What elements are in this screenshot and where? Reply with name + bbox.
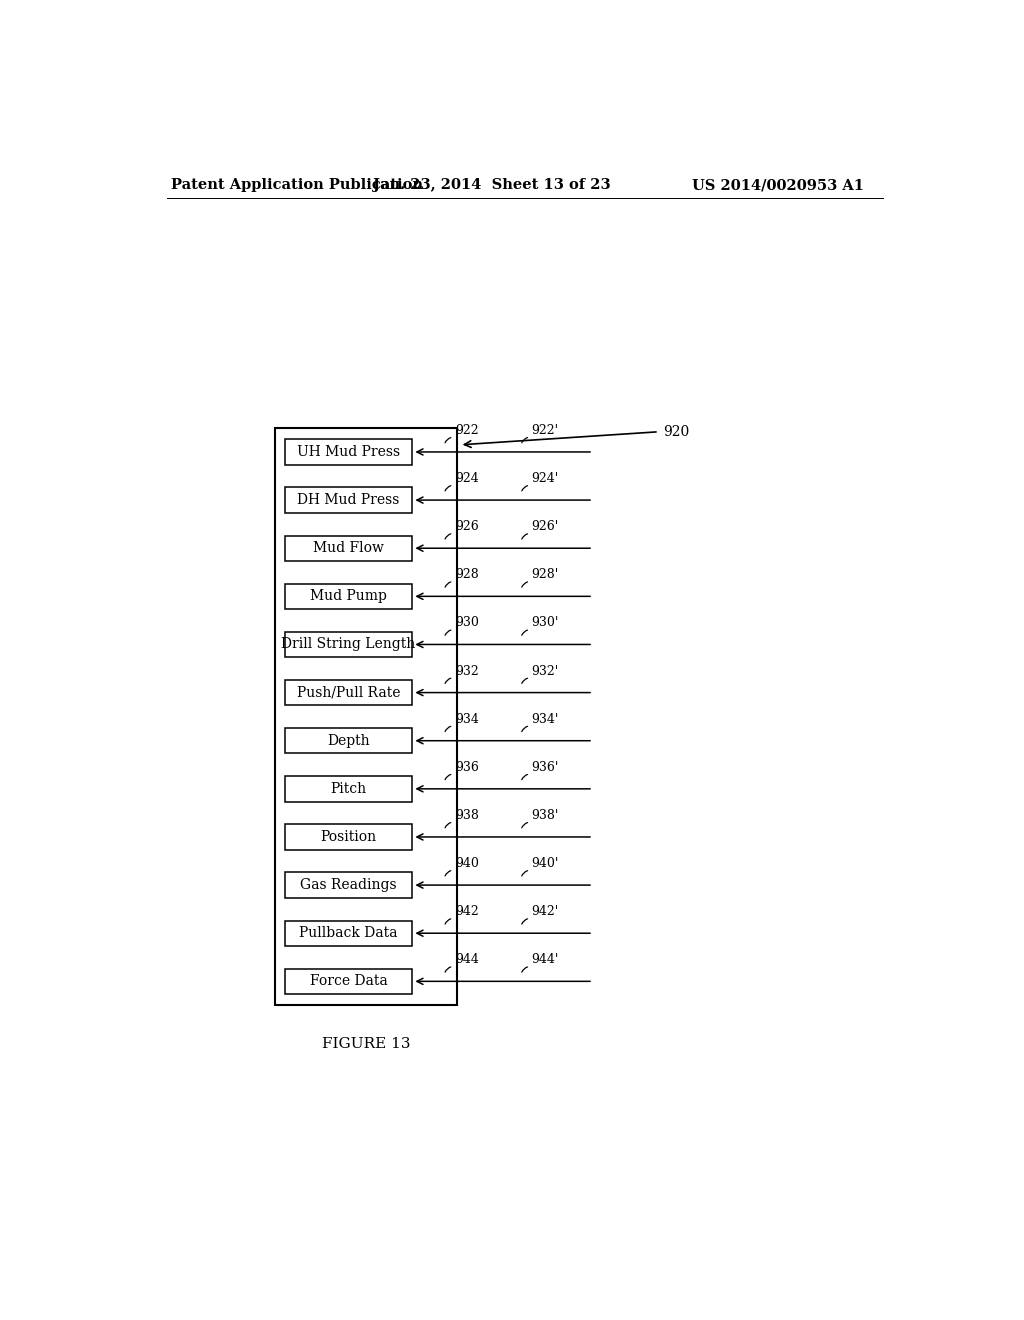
Bar bbox=[285, 632, 413, 657]
Text: Drill String Length: Drill String Length bbox=[282, 638, 416, 652]
Text: Position: Position bbox=[321, 830, 377, 843]
Text: US 2014/0020953 A1: US 2014/0020953 A1 bbox=[692, 178, 864, 193]
Bar bbox=[275, 428, 458, 1006]
Text: 928': 928' bbox=[531, 569, 558, 581]
Text: 936': 936' bbox=[531, 760, 558, 774]
Bar bbox=[285, 873, 413, 898]
Text: 922: 922 bbox=[455, 424, 478, 437]
Text: 924': 924' bbox=[531, 473, 558, 484]
Text: UH Mud Press: UH Mud Press bbox=[297, 445, 400, 459]
Text: Depth: Depth bbox=[328, 734, 370, 747]
Text: DH Mud Press: DH Mud Press bbox=[297, 494, 399, 507]
Text: Patent Application Publication: Patent Application Publication bbox=[171, 178, 423, 193]
Text: Jan. 23, 2014  Sheet 13 of 23: Jan. 23, 2014 Sheet 13 of 23 bbox=[374, 178, 611, 193]
Text: 944': 944' bbox=[531, 953, 558, 966]
Bar bbox=[285, 440, 413, 465]
Text: 936: 936 bbox=[455, 760, 479, 774]
Text: 944: 944 bbox=[455, 953, 479, 966]
Bar bbox=[285, 920, 413, 946]
Bar bbox=[285, 487, 413, 512]
Text: 938: 938 bbox=[455, 809, 479, 822]
Text: Force Data: Force Data bbox=[309, 974, 387, 989]
Text: 930: 930 bbox=[455, 616, 479, 630]
Text: 920: 920 bbox=[663, 425, 689, 438]
Text: 928: 928 bbox=[455, 569, 479, 581]
Text: 934: 934 bbox=[455, 713, 479, 726]
Bar bbox=[285, 729, 413, 754]
Text: 934': 934' bbox=[531, 713, 558, 726]
Text: 940': 940' bbox=[531, 857, 558, 870]
Text: 924: 924 bbox=[455, 473, 479, 484]
Text: Mud Flow: Mud Flow bbox=[313, 541, 384, 556]
Text: 938': 938' bbox=[531, 809, 558, 822]
Text: 932': 932' bbox=[531, 664, 558, 677]
Text: Pullback Data: Pullback Data bbox=[299, 927, 397, 940]
Text: 940: 940 bbox=[455, 857, 479, 870]
Text: Mud Pump: Mud Pump bbox=[310, 589, 387, 603]
Bar bbox=[285, 680, 413, 705]
Text: 932: 932 bbox=[455, 664, 479, 677]
Text: Push/Pull Rate: Push/Pull Rate bbox=[297, 685, 400, 700]
Bar bbox=[285, 969, 413, 994]
Text: 930': 930' bbox=[531, 616, 558, 630]
Text: 942': 942' bbox=[531, 906, 558, 919]
Bar bbox=[285, 536, 413, 561]
Bar bbox=[285, 824, 413, 850]
Text: 926: 926 bbox=[455, 520, 479, 533]
Bar bbox=[285, 583, 413, 609]
Text: 922': 922' bbox=[531, 424, 558, 437]
Text: 942: 942 bbox=[455, 906, 479, 919]
Bar bbox=[285, 776, 413, 801]
Text: 926': 926' bbox=[531, 520, 558, 533]
Text: Gas Readings: Gas Readings bbox=[300, 878, 396, 892]
Text: FIGURE 13: FIGURE 13 bbox=[323, 1038, 411, 1051]
Text: Pitch: Pitch bbox=[331, 781, 367, 796]
